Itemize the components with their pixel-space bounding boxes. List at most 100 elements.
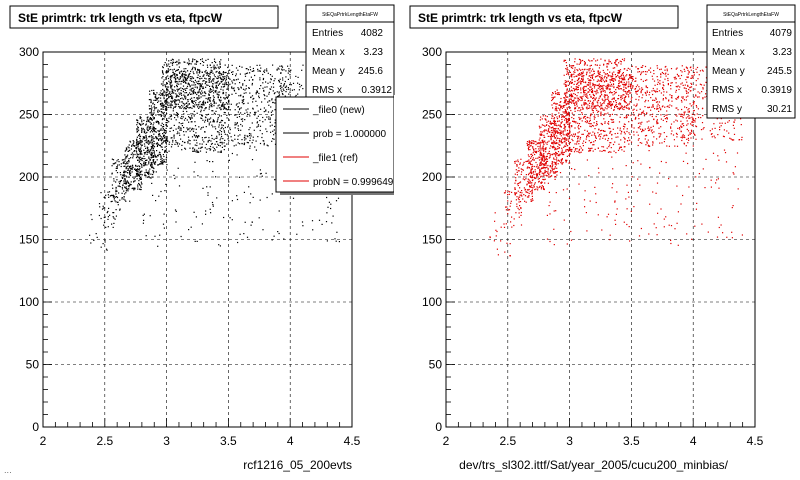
scatter-point — [600, 79, 602, 81]
scatter-point — [561, 138, 563, 141]
scatter-point — [125, 168, 127, 170]
scatter-points-right — [489, 58, 744, 257]
scatter-point — [613, 91, 615, 93]
scatter-point — [200, 109, 202, 111]
scatter-point — [225, 77, 228, 79]
scatter-point — [544, 147, 547, 150]
scatter-point — [249, 72, 251, 74]
scatter-point — [167, 101, 169, 103]
scatter-point — [600, 104, 602, 106]
scatter-point — [544, 149, 546, 151]
scatter-point — [687, 73, 689, 75]
scatter-point — [226, 75, 228, 77]
scatter-point — [615, 104, 617, 106]
scatter-point — [164, 151, 166, 153]
scatter-point — [548, 150, 550, 152]
scatter-point — [256, 117, 258, 119]
scatter-point — [231, 139, 233, 141]
scatter-point — [165, 151, 167, 153]
scatter-point — [609, 103, 611, 105]
scatter-point — [210, 140, 212, 142]
scatter-point — [559, 132, 561, 134]
scatter-point — [127, 169, 130, 171]
scatter-point — [277, 231, 279, 233]
scatter-point — [539, 156, 541, 158]
scatter-point — [172, 91, 174, 93]
scatter-point — [186, 119, 188, 121]
scatter-point — [159, 145, 161, 147]
scatter-point — [679, 77, 681, 80]
scatter-point — [583, 94, 585, 96]
scatter-point — [620, 96, 622, 98]
scatter-point — [181, 104, 183, 107]
scatter-point — [166, 125, 168, 127]
scatter-point — [222, 103, 224, 105]
scatter-point — [165, 127, 167, 129]
scatter-point — [589, 117, 591, 119]
scatter-point — [528, 167, 531, 169]
scatter-point — [136, 169, 138, 171]
scatter-point — [133, 145, 135, 147]
scatter-point — [571, 78, 573, 81]
scatter-point — [607, 104, 609, 106]
scatter-point — [231, 82, 234, 84]
scatter-point — [540, 188, 542, 190]
scatter-point — [580, 69, 582, 71]
scatter-point — [143, 149, 145, 151]
scatter-point — [551, 94, 553, 96]
scatter-point — [164, 105, 166, 108]
scatter-point — [519, 201, 522, 203]
scatter-point — [282, 79, 284, 81]
scatter-point — [259, 64, 261, 66]
scatter-point — [156, 159, 158, 161]
scatter-point — [605, 87, 607, 89]
scatter-point — [185, 108, 187, 110]
scatter-point — [164, 190, 166, 192]
scatter-point — [571, 126, 573, 128]
scatter-point — [602, 89, 604, 91]
scatter-point — [160, 114, 162, 116]
scatter-point — [545, 167, 547, 169]
scatter-point — [192, 58, 194, 60]
scatter-point — [578, 77, 580, 80]
scatter-point — [583, 90, 585, 92]
scatter-point — [152, 156, 154, 158]
scatter-point — [173, 124, 175, 126]
scatter-point — [250, 76, 252, 78]
scatter-point — [622, 74, 624, 76]
scatter-point — [270, 114, 273, 116]
scatter-point — [254, 111, 256, 113]
scatter-point — [213, 99, 215, 101]
scatter-point — [175, 221, 177, 223]
scatter-point — [283, 83, 286, 85]
scatter-point — [136, 174, 138, 176]
scatter-point — [260, 67, 262, 69]
scatter-point — [539, 146, 541, 148]
scatter-point — [196, 149, 198, 151]
scatter-point — [546, 155, 548, 158]
scatter-point — [579, 61, 582, 63]
scatter-point — [504, 251, 506, 253]
scatter-point — [556, 160, 558, 162]
scatter-point — [123, 161, 125, 163]
scatter-point — [541, 163, 543, 165]
scatter-point — [145, 136, 147, 138]
scatter-point — [151, 119, 153, 121]
scatter-point — [180, 107, 182, 109]
scatter-point — [520, 173, 522, 175]
scatter-point — [161, 161, 163, 163]
scatter-point — [266, 144, 268, 146]
scatter-point — [181, 101, 183, 103]
scatter-point — [168, 143, 170, 145]
scatter-point — [244, 75, 247, 77]
scatter-point — [559, 132, 561, 135]
scatter-point — [189, 117, 191, 119]
scatter-point — [128, 188, 130, 190]
scatter-point — [560, 121, 562, 123]
scatter-point — [203, 74, 205, 76]
scatter-point — [528, 179, 530, 181]
scatter-point — [587, 78, 589, 80]
scatter-point — [181, 80, 183, 82]
scatter-point — [560, 101, 562, 103]
scatter-point — [195, 63, 197, 65]
